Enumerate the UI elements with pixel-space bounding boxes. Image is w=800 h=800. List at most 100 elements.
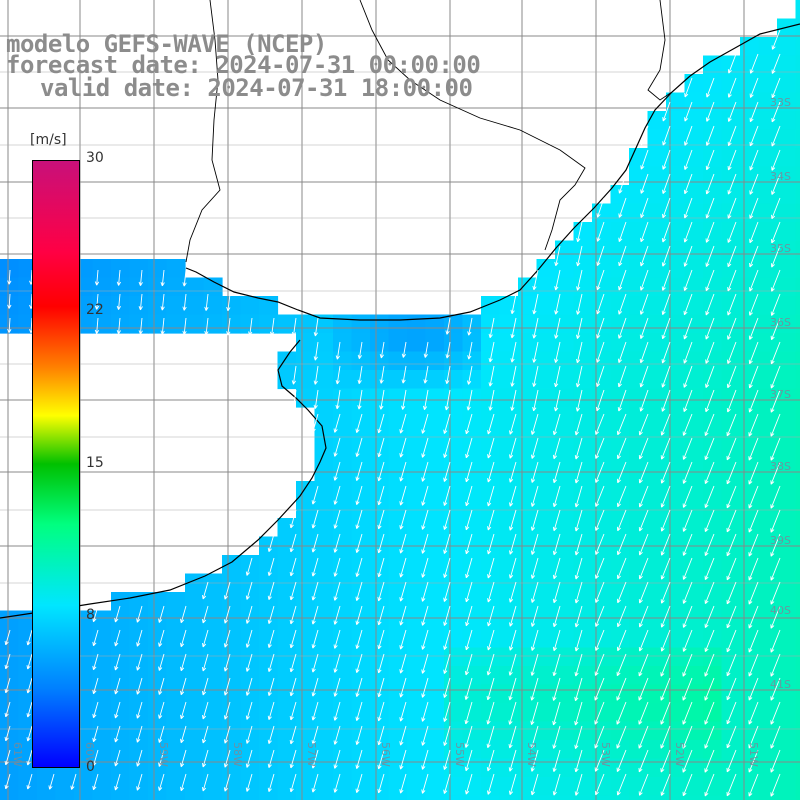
wind-speed-cell [444, 610, 464, 630]
wind-speed-cell [684, 795, 704, 800]
wind-arrow [201, 677, 209, 696]
wind-speed-cell [740, 647, 760, 667]
wind-arrow [640, 149, 649, 170]
wind-speed-cell [481, 296, 501, 316]
wind-arrow [357, 389, 363, 410]
wind-speed-cell [240, 703, 260, 723]
wind-speed-cell [703, 795, 723, 800]
wind-speed-cell [758, 758, 778, 778]
wind-speed-cell [388, 629, 408, 649]
wind-arrow [399, 533, 407, 554]
wind-speed-cell [333, 666, 353, 686]
wind-speed-cell [758, 518, 778, 538]
wind-speed-cell [185, 740, 205, 760]
wind-speed-cell [666, 111, 686, 131]
wind-speed-cell [351, 684, 371, 704]
wind-arrow [770, 341, 781, 365]
wind-arrow [682, 653, 693, 677]
wind-speed-cell [259, 758, 279, 778]
wind-speed-cell [499, 647, 519, 667]
wind-arrow [770, 485, 781, 509]
wind-arrow [770, 365, 781, 389]
wind-arrow [682, 485, 693, 508]
wind-speed-cell [721, 703, 741, 723]
wind-arrow [749, 269, 759, 292]
wind-speed-cell [240, 684, 260, 704]
wind-arrow [748, 293, 759, 316]
wind-arrow [638, 437, 649, 460]
wind-speed-cell [0, 610, 20, 630]
wind-arrow [399, 461, 407, 482]
wind-speed-cell [703, 166, 723, 186]
wind-speed-cell [758, 240, 778, 260]
wind-speed-cell [684, 259, 704, 279]
wind-speed-cell [777, 721, 797, 741]
wind-speed-cell [795, 314, 800, 334]
wind-arrow [617, 389, 627, 412]
longitude-label: 54W [525, 742, 538, 767]
wind-arrow [683, 293, 693, 316]
wind-speed-cell [758, 111, 778, 131]
wind-speed-cell [351, 351, 371, 371]
wind-speed-cell [481, 370, 501, 390]
wind-arrow [638, 725, 649, 749]
wind-arrow [530, 509, 539, 531]
wind-arrow [683, 221, 693, 243]
wind-speed-cell [148, 703, 168, 723]
wind-speed-cell [610, 703, 630, 723]
wind-arrow [333, 677, 341, 697]
wind-speed-cell [0, 277, 20, 297]
wind-arrow [443, 677, 451, 698]
wind-arrow [509, 629, 517, 651]
wind-arrow [508, 701, 517, 725]
wind-speed-cell [536, 684, 556, 704]
wind-speed-cell [462, 703, 482, 723]
wind-speed-cell [240, 795, 260, 800]
wind-arrow [705, 149, 715, 171]
wind-arrow [379, 389, 385, 410]
wind-arrow [289, 509, 297, 529]
wind-speed-cell [425, 795, 445, 800]
wind-arrow [552, 749, 561, 773]
wind-arrow [443, 485, 451, 506]
wind-speed-cell [666, 425, 686, 445]
wind-arrow [4, 749, 11, 766]
wind-arrow [26, 677, 33, 694]
wind-speed-cell [407, 351, 427, 371]
wind-speed-cell [666, 758, 686, 778]
wind-speed-cell [129, 647, 149, 667]
wind-arrow [421, 749, 429, 770]
wind-speed-cell [758, 425, 778, 445]
wind-speed-cell [407, 684, 427, 704]
wind-arrow [770, 269, 781, 292]
wind-speed-cell [499, 740, 519, 760]
wind-arrow [683, 389, 693, 412]
wind-arrow [530, 605, 539, 627]
wind-arrow [136, 629, 143, 647]
wind-speed-cell [296, 388, 316, 408]
wind-speed-cell [296, 795, 316, 800]
wind-arrow [530, 749, 539, 772]
wind-arrow [770, 677, 781, 701]
wind-arrow [682, 557, 693, 580]
wind-arrow [705, 125, 715, 146]
wind-arrow [333, 773, 341, 793]
wind-speed-cell [444, 795, 464, 800]
wind-arrow [423, 365, 429, 384]
wind-arrow [726, 509, 737, 533]
wind-arrow [180, 701, 187, 720]
wind-speed-cell [407, 703, 427, 723]
wind-speed-cell [129, 314, 149, 334]
wind-speed-cell [444, 666, 464, 686]
wind-speed-cell [425, 758, 445, 778]
wind-arrow [136, 653, 143, 671]
wind-speed-cell [129, 629, 149, 649]
wind-speed-cell [518, 592, 538, 612]
wind-arrow [748, 677, 759, 701]
wind-speed-cell [425, 629, 445, 649]
wind-speed-cell [666, 703, 686, 723]
wind-arrow [771, 221, 781, 244]
wind-speed-cell [333, 351, 353, 371]
wind-speed-cell [666, 148, 686, 168]
wind-speed-cell [647, 666, 667, 686]
